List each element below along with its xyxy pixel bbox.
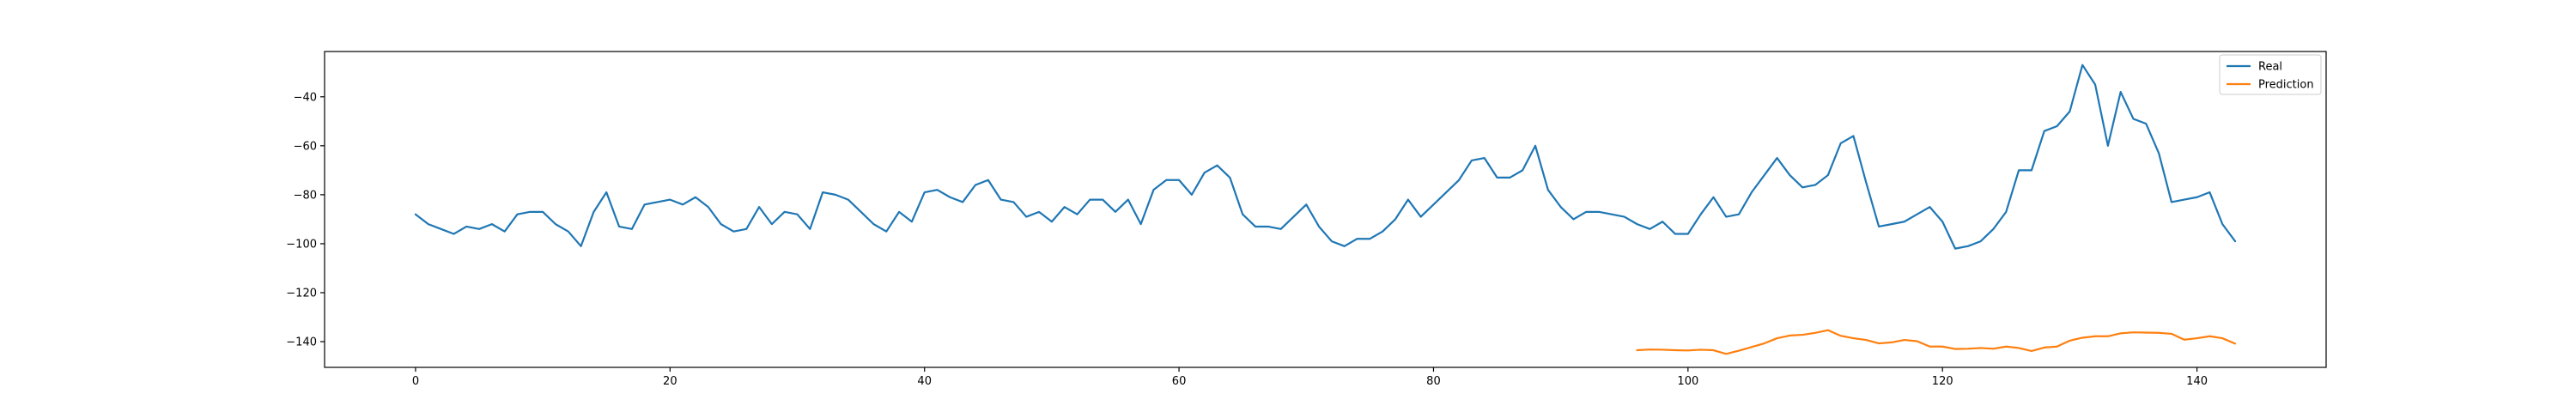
x-tick-label: 80 bbox=[1426, 375, 1441, 388]
y-tick-label: −120 bbox=[286, 287, 317, 300]
y-tick-label: −80 bbox=[294, 189, 317, 202]
x-tick-label: 120 bbox=[1932, 375, 1953, 388]
series-layer bbox=[414, 64, 2237, 355]
legend-label-real: Real bbox=[2258, 61, 2282, 74]
legend: Real Prediction bbox=[2219, 54, 2322, 95]
series-line-prediction bbox=[1636, 329, 2237, 355]
legend-label-prediction: Prediction bbox=[2258, 79, 2314, 92]
x-tick-label: 0 bbox=[412, 375, 419, 388]
y-tick-label: −140 bbox=[286, 336, 317, 349]
y-tick-label: −60 bbox=[294, 140, 317, 153]
y-tick-label: −40 bbox=[294, 91, 317, 104]
x-tick-label: 40 bbox=[917, 375, 932, 388]
x-tick-label: 100 bbox=[1677, 375, 1698, 388]
series-line-real bbox=[414, 64, 2237, 250]
y-tick-label: −100 bbox=[286, 238, 317, 251]
x-tick-label: 140 bbox=[2186, 375, 2208, 388]
x-tick-label: 20 bbox=[663, 375, 677, 388]
x-tick-label: 60 bbox=[1172, 375, 1187, 388]
axes-frame bbox=[324, 51, 2327, 368]
axes-layer: 0 20 40 60 80 100 120 140 −140 −120 −100 −80 −60 −40 bbox=[286, 51, 2327, 388]
